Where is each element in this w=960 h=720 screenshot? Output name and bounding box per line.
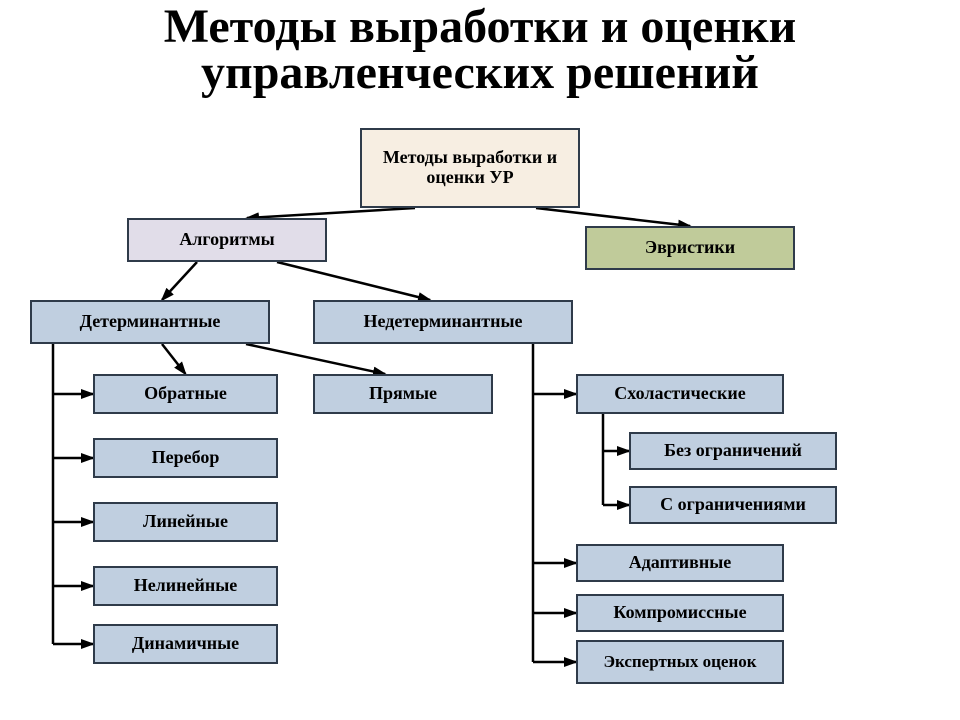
node-label: Без ограничений	[664, 441, 802, 461]
node-stochastic: Схоластические	[576, 374, 784, 414]
node-algorithms: Алгоритмы	[127, 218, 327, 262]
node-label: Схоластические	[614, 384, 745, 404]
node-label: Алгоритмы	[179, 230, 274, 250]
node-label: Линейные	[143, 512, 228, 532]
node-label: Динамичные	[132, 634, 239, 654]
node-label: Экспертных оценок	[603, 653, 756, 672]
node-direct: Прямые	[313, 374, 493, 414]
node-noconstr: Без ограничений	[629, 432, 837, 470]
node-brute: Перебор	[93, 438, 278, 478]
node-linear: Линейные	[93, 502, 278, 542]
node-heuristics: Эвристики	[585, 226, 795, 270]
node-label: Прямые	[369, 384, 437, 404]
node-compromise: Компромиссные	[576, 594, 784, 632]
node-label: Обратные	[144, 384, 227, 404]
node-label: Адаптивные	[629, 553, 732, 573]
page-title: Методы выработки и оценки управленческих…	[0, 4, 960, 95]
node-nonlinear: Нелинейные	[93, 566, 278, 606]
node-nondeterm: Недетерминантные	[313, 300, 573, 344]
node-reverse: Обратные	[93, 374, 278, 414]
node-label: Нелинейные	[134, 576, 238, 596]
node-label: Методы выработки и оценки УР	[370, 148, 570, 188]
edge-layer	[0, 0, 960, 720]
diagram-stage: Методы выработки и оценки управленческих…	[0, 0, 960, 720]
node-label: С ограничениями	[660, 495, 806, 515]
node-adaptive: Адаптивные	[576, 544, 784, 582]
node-constr: С ограничениями	[629, 486, 837, 524]
node-label: Эвристики	[645, 238, 735, 258]
node-expert: Экспертных оценок	[576, 640, 784, 684]
node-label: Детерминантные	[80, 312, 221, 332]
node-label: Недетерминантные	[363, 312, 522, 332]
node-root: Методы выработки и оценки УР	[360, 128, 580, 208]
node-label: Компромиссные	[613, 603, 746, 623]
node-dynamic: Динамичные	[93, 624, 278, 664]
node-label: Перебор	[152, 448, 220, 468]
node-determ: Детерминантные	[30, 300, 270, 344]
